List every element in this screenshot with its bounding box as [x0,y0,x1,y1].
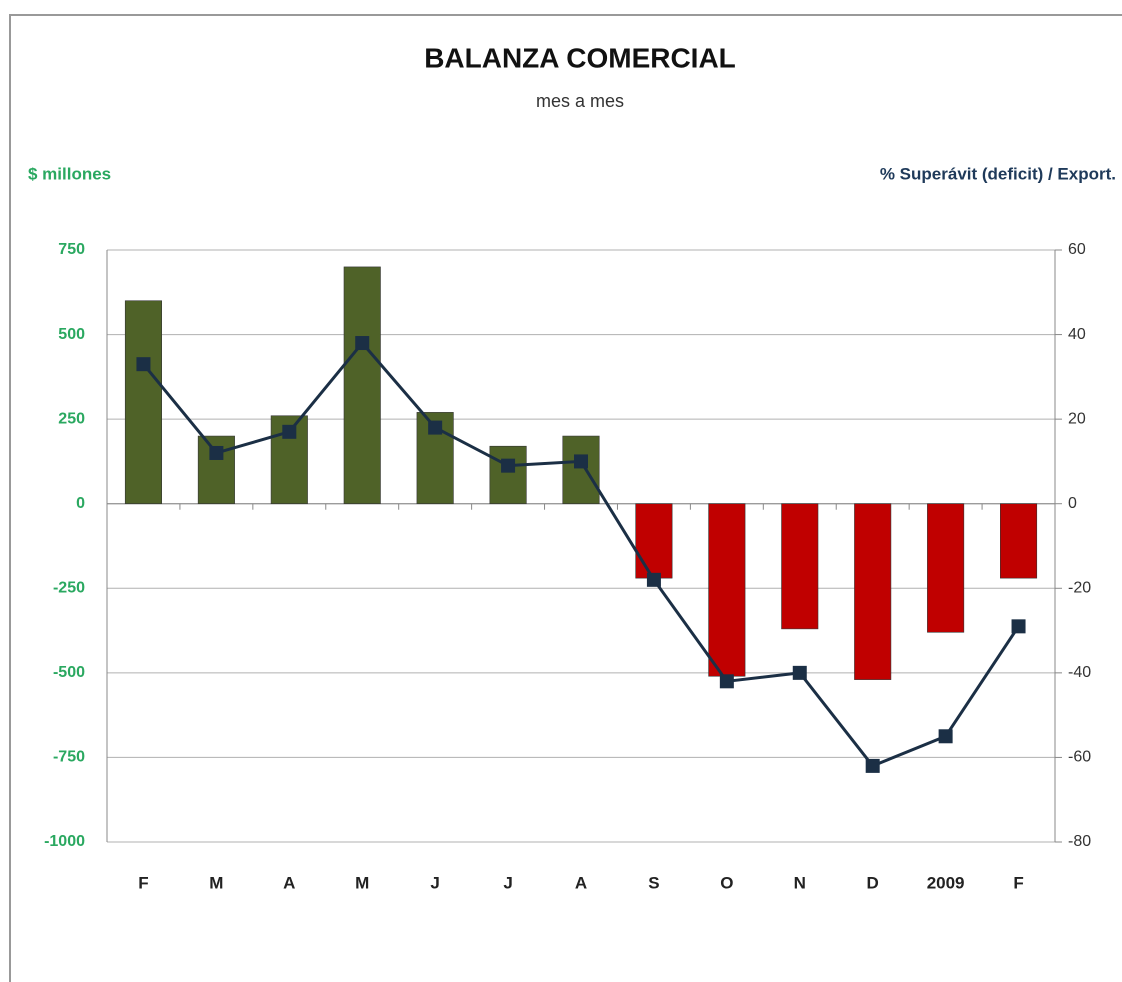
line-marker [938,729,953,744]
x-tick-label: S [648,873,659,892]
line-marker [719,674,734,689]
bar [1000,503,1038,579]
y2-tick-label: 0 [1068,495,1077,512]
y2-tick-label: -60 [1068,749,1091,766]
line-marker [865,758,880,773]
line-marker [501,458,516,473]
line-marker [1011,619,1026,634]
line-marker [646,572,661,587]
x-tick-label: N [794,873,806,892]
bar [124,300,162,505]
y-tick-label: -750 [53,749,85,766]
chart-subtitle: mes a mes [536,91,624,111]
line-marker [136,357,151,372]
x-tick-label: M [209,873,223,892]
x-tick-label: F [138,873,148,892]
line-marker [574,454,588,469]
x-tick-label: M [355,873,369,892]
chart-title: BALANZA COMERCIAL [424,42,736,73]
x-tick-label: F [1013,873,1023,892]
bar [562,435,600,505]
y-tick-label: -500 [53,664,85,681]
y2-tick-label: -80 [1068,833,1091,850]
y-tick-label: 250 [58,410,85,427]
y-tick-label: -250 [53,580,85,597]
line-marker [355,336,370,351]
bar [635,503,673,579]
y-tick-label: -1000 [44,833,85,850]
x-tick-label: 2009 [927,873,965,892]
line-marker [282,424,297,439]
y2-axis-label: % Superávit (deficit) / Export. [880,164,1116,183]
x-tick-label: O [720,873,733,892]
bar [854,503,892,680]
bar [927,503,965,633]
x-tick-label: J [430,873,439,892]
x-tick-label: A [575,873,587,892]
line-marker [792,665,807,680]
bar [489,445,527,505]
y2-tick-label: 20 [1068,410,1086,427]
y-tick-label: 0 [76,495,85,512]
line-marker [209,445,224,460]
x-tick-label: D [867,873,879,892]
bar [343,266,381,505]
y2-tick-label: -20 [1068,580,1091,597]
line-marker [428,420,443,435]
y2-tick-label: 60 [1068,241,1086,258]
y-tick-label: 500 [58,326,85,343]
bar [708,503,746,677]
y-tick-label: 750 [58,241,85,258]
x-tick-label: J [503,873,512,892]
y2-tick-label: 40 [1068,326,1086,343]
y-axis-label: $ millones [28,164,111,183]
bar [781,503,819,630]
x-tick-label: A [283,873,295,892]
y2-tick-label: -40 [1068,664,1091,681]
